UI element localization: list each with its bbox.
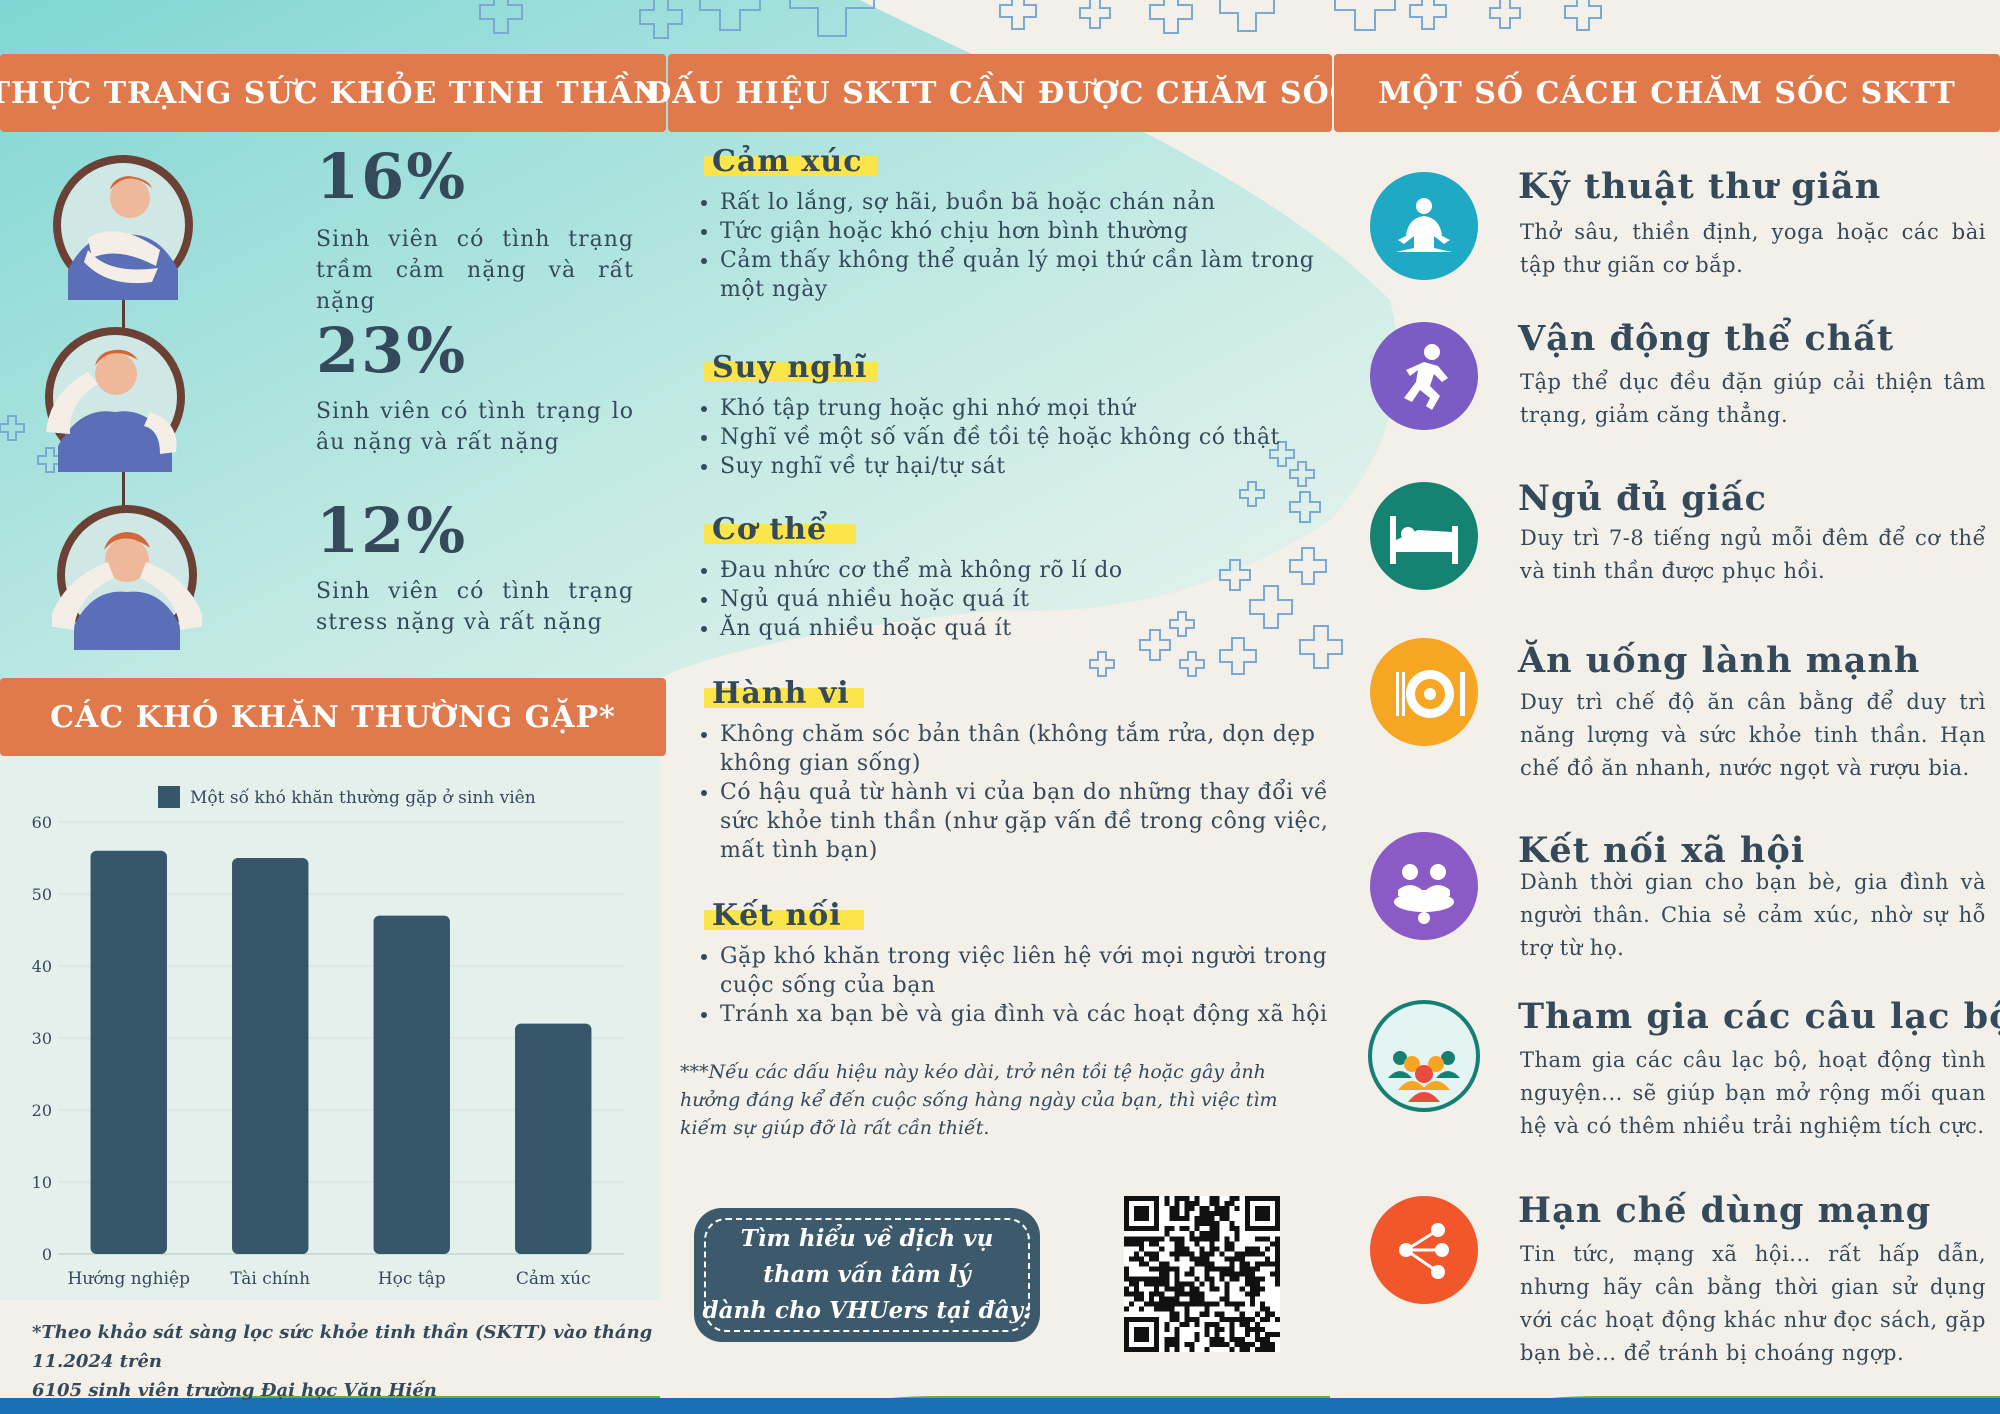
y-tick-label: 10 [32,1173,52,1192]
sign-section-title: Hành vi [712,676,850,711]
banner-common-difficulties: CÁC KHÓ KHĂN THƯỜNG GẶP* [0,678,666,756]
stat-description-anxiety: Sinh viên có tình trạng lo âu nặng và rấ… [316,399,634,455]
meeting-icon [1368,830,1480,942]
tip-description: Thở sâu, thiền định, yoga hoặc các bài t… [1520,220,1986,277]
banner-care-methods: MỘT SỐ CÁCH CHĂM SÓC SKTT [1334,54,2000,132]
y-tick-label: 60 [32,813,52,832]
list-item: Ngủ quá nhiều hoặc quá ít [720,585,1360,614]
section-highlight [704,524,856,544]
cta-line-2: tham vấn tâm lý [763,1261,971,1288]
sign-section-title: Cơ thể [712,512,828,547]
qr-code-icon[interactable] [1124,1196,1280,1352]
list-item: Gặp khó khăn trong việc liên hệ với mọi … [720,942,1360,1000]
bed-icon [1368,480,1480,592]
list-item: Suy nghĩ về tự hại/tự sát [720,452,1360,481]
sign-section-items: Không chăm sóc bản thân (không tắm rửa, … [684,720,1360,865]
sign-section-items: Gặp khó khăn trong việc liên hệ với mọi … [684,942,1360,1029]
social-media-icon [1368,1194,1480,1306]
tip-description: Dành thời gian cho bạn bè, gia đình và n… [1520,870,1986,960]
section-highlight [704,688,864,708]
tip-title: Kết nối xã hội [1518,830,1806,871]
section-highlight [704,156,878,176]
chart-bar [232,858,309,1254]
stat-description-stress: Sinh viên có tình trạng stress nặng và r… [316,579,634,635]
x-tick-label: Cảm xúc [516,1269,591,1289]
chart-bar [515,1023,592,1254]
sign-section-title: Cảm xúc [712,144,863,179]
x-tick-label: Tài chính [230,1269,310,1289]
tip-title: Kỹ thuật thư giãn [1518,166,1882,207]
y-tick-label: 0 [42,1245,52,1264]
chart-bar [90,850,167,1254]
tip-title: Ngủ đủ giấc [1518,478,1767,519]
list-item: Khó tập trung hoặc ghi nhớ mọi thứ [720,394,1360,423]
seek-help-note: ***Nếu các dấu hiệu này kéo dài, trở nên… [680,1061,1278,1139]
list-item: Có hậu quả từ hành vi của bạn do những t… [720,778,1360,865]
sign-section-items: Đau nhức cơ thể mà không rõ lí doNgủ quá… [684,556,1360,643]
stat-percentage-anxiety: 23% [316,314,468,387]
chart-bar [373,915,450,1254]
running-icon [1368,320,1480,432]
tip-title: Tham gia các câu lạc bộ [1518,996,2000,1037]
depressed-person-icon [48,150,198,300]
y-tick-label: 50 [32,885,52,904]
list-item: Tức giận hoặc khó chịu hơn bình thường [720,217,1360,246]
list-item: Rất lo lắng, sợ hãi, buồn bã hoặc chán n… [720,188,1360,217]
sign-section-title: Kết nối [712,898,842,933]
section-highlight [704,910,864,930]
anxious-person-icon [40,322,190,472]
footnote-line-1: *Theo khảo sát sàng lọc sức khỏe tinh th… [32,1322,653,1372]
chart-y-tick-labels: 0 10 20 30 40 50 60 [32,813,52,1264]
meditation-icon [1368,170,1480,282]
y-tick-label: 40 [32,957,52,976]
tip-description: Duy trì chế độ ăn cân bằng để duy trì nă… [1520,690,1986,780]
tip-title: Ăn uống lành mạnh [1518,640,1921,681]
sign-section-items: Rất lo lắng, sợ hãi, buồn bã hoặc chán n… [684,188,1360,304]
list-item: Không chăm sóc bản thân (không tắm rửa, … [720,720,1360,778]
group-icon [1368,1000,1480,1112]
plate-icon [1368,636,1480,748]
banner-warning-signs: DẤU HIỆU SKTT CẦN ĐƯỢC CHĂM SÓC [645,54,1354,132]
tip-description: Tập thể dục đều đặn giúp cải thiện tâm t… [1520,370,1986,427]
stat-description-depression: Sinh viên có tình trạng trầm cảm nặng và… [316,227,634,314]
survey-footnote: *Theo khảo sát sàng lọc sức khỏe tinh th… [32,1318,672,1405]
stressed-person-icon [52,500,202,650]
tip-description: Duy trì 7-8 tiếng ngủ mỗi đêm để cơ thể … [1520,526,1986,583]
stat-percentage-stress: 12% [316,494,468,567]
tip-description: Tham gia các câu lạc bộ, hoạt động tình … [1520,1048,1986,1138]
chart-x-tick-labels: Hướng nghiệp Tài chính Học tập Cảm xúc [68,1269,591,1289]
section-highlight [704,362,878,382]
list-item: Cảm thấy không thể quản lý mọi thứ cần l… [720,246,1360,304]
tip-title: Hạn chế dùng mạng [1518,1190,1932,1231]
cta-line-1: Tìm hiểu về dịch vụ [740,1225,994,1252]
counseling-service-callout[interactable]: Tìm hiểu về dịch vụ tham vấn tâm lý dành… [694,1208,1040,1342]
cta-line-3: dành cho VHUers tại đây: [702,1297,1032,1324]
sign-section-title: Suy nghĩ [712,350,868,385]
tip-description: Tin tức, mạng xã hội... rất hấp dẫn, như… [1520,1242,1986,1365]
footnote-line-2: 6105 sinh viên trường Đại học Văn Hiến [32,1380,437,1401]
legend-label: Một số khó khăn thường gặp ở sinh viên [190,788,536,808]
legend-swatch [158,786,180,808]
bottom-strip [0,1398,2000,1414]
chart-bars [90,850,592,1254]
y-tick-label: 20 [32,1101,52,1120]
stat-percentage-depression: 16% [316,140,468,213]
list-item: Tránh xa bạn bè và gia đình và các hoạt … [720,1000,1360,1029]
y-tick-label: 30 [32,1029,52,1048]
list-item: Đau nhức cơ thể mà không rõ lí do [720,556,1360,585]
difficulties-bar-chart: 0 10 20 30 40 50 60 Hướng nghiệp Tài chính Học t… [0,770,660,1300]
sign-section-items: Khó tập trung hoặc ghi nhớ mọi thứNghĩ v… [684,394,1360,481]
list-item: Ăn quá nhiều hoặc quá ít [720,614,1360,643]
tip-title: Vận động thể chất [1518,318,1895,359]
list-item: Nghĩ về một số vấn đề tồi tệ hoặc không … [720,423,1360,452]
x-tick-label: Hướng nghiệp [68,1269,191,1289]
x-tick-label: Học tập [378,1269,446,1289]
chart-legend: Một số khó khăn thường gặp ở sinh viên [158,786,536,808]
banner-mental-health-status: THỰC TRẠNG SỨC KHỎE TINH THẦN* [0,54,677,132]
